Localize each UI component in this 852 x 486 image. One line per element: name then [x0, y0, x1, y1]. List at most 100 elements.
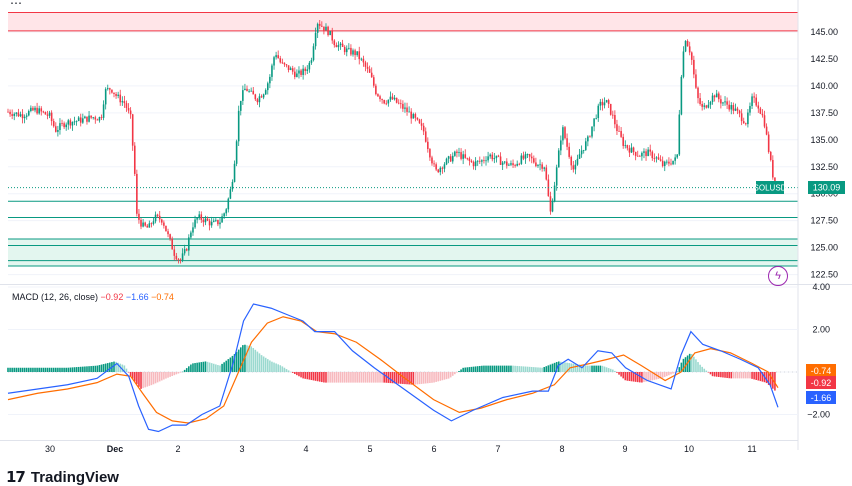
macd-tick-label: 2.00: [812, 325, 830, 335]
macd-histogram-bar: [493, 365, 496, 372]
candle-body: [173, 249, 176, 256]
macd-histogram-bar: [140, 372, 142, 389]
macd-histogram-bar: [269, 360, 271, 372]
candle-body: [312, 46, 315, 61]
macd-histogram-bar: [724, 372, 726, 378]
candle-body: [285, 64, 288, 66]
candle-body: [711, 95, 714, 102]
macd-histogram-bar: [185, 368, 188, 372]
macd-histogram-bar: [580, 364, 583, 372]
candle-body: [244, 88, 246, 91]
candle-body: [381, 99, 383, 101]
candle-body: [304, 68, 307, 71]
candle-body: [233, 163, 236, 182]
macd-histogram-bar: [501, 365, 504, 372]
candle-body: [59, 123, 61, 131]
macd-histogram-bar: [239, 347, 242, 372]
macd-histogram-bar: [670, 372, 672, 375]
macd-histogram-bar: [383, 372, 385, 383]
macd-histogram-bar: [616, 372, 618, 373]
candle-body: [747, 112, 749, 125]
macd-histogram-bar: [553, 362, 556, 372]
macd-histogram-bar: [672, 372, 674, 374]
macd-histogram-bar: [474, 366, 477, 372]
candle-body: [499, 156, 502, 165]
macd-histogram-bar: [526, 366, 529, 372]
macd-histogram-bar: [277, 364, 279, 372]
candle-body: [275, 55, 277, 58]
candle-body: [69, 120, 72, 126]
macd-histogram-bar: [472, 366, 475, 372]
candle-body: [71, 121, 74, 126]
candle-body: [609, 103, 612, 115]
macd-histogram-bar: [146, 372, 149, 387]
candle-body: [17, 112, 20, 117]
macd-histogram-bar: [190, 364, 192, 372]
candle-body: [160, 219, 163, 223]
macd-histogram-bar: [339, 372, 342, 383]
candle-body: [734, 108, 737, 111]
candle-body: [167, 231, 169, 235]
macd-histogram-bar: [645, 372, 647, 382]
candle-body: [163, 222, 165, 226]
candle-body: [402, 103, 404, 109]
candle-body: [501, 162, 504, 165]
candle-body: [493, 158, 496, 160]
candle-body: [589, 136, 591, 138]
candle-body: [562, 127, 564, 141]
candle-body: [491, 154, 494, 160]
macd-histogram-bar: [593, 365, 595, 372]
macd-histogram-bar: [684, 357, 687, 372]
macd-histogram-bar: [607, 368, 610, 372]
macd-legend-macd-value: −1.66: [125, 292, 149, 302]
candle-body: [104, 89, 107, 105]
macd-histogram-bar: [173, 372, 176, 376]
lightning-icon[interactable]: ϟ: [768, 266, 788, 286]
candle-body: [645, 151, 647, 157]
candle-body: [129, 110, 132, 115]
candle-body: [210, 221, 213, 226]
candle-body: [742, 121, 745, 124]
candle-body: [212, 220, 215, 222]
candle-body: [433, 163, 435, 165]
macd-histogram-bar: [194, 363, 196, 372]
candle-body: [612, 114, 614, 116]
candle-body: [372, 77, 375, 86]
candle-body: [626, 145, 629, 149]
macd-histogram-bar: [109, 362, 111, 372]
macd-value-badge: [806, 364, 836, 377]
macd-histogram-bar: [589, 365, 591, 372]
more-icon[interactable]: ⋯: [10, 0, 22, 10]
candle-body: [171, 238, 173, 250]
candle-body: [622, 136, 624, 146]
price-axis[interactable]: 145.00 142.50 140.00 137.50 135.00 132.50 130.…: [797, 0, 838, 450]
time-tick-label: 3: [239, 444, 244, 454]
macd-histogram-bar: [774, 372, 776, 391]
macd-histogram-bar: [711, 372, 714, 377]
macd-histogram-bar: [753, 372, 755, 380]
macd-histogram-bar: [599, 365, 602, 372]
time-axis[interactable]: 30 Dec 2 3 4 5 6 7 8 9 10 11: [0, 440, 798, 455]
candle-body: [250, 90, 252, 92]
macd-legend-histogram-value: −0.92: [100, 292, 124, 302]
macd-histogram-bar: [61, 367, 63, 372]
macd-histogram-bar: [674, 372, 676, 373]
candle-body: [429, 149, 431, 158]
time-tick-label: 11: [747, 444, 756, 454]
macd-histogram-bar: [518, 366, 521, 372]
brand-name: TradingView: [30, 468, 119, 486]
candle-body: [94, 117, 97, 120]
candle-body: [693, 59, 695, 75]
candle-body: [618, 130, 620, 132]
macd-histogram-bar: [460, 369, 462, 372]
macd-legend[interactable]: MACD (12, 26, close) −0.92 −1.66 −0.74: [12, 292, 174, 302]
candle-body: [287, 65, 290, 70]
macd-histogram-bar: [323, 372, 325, 383]
tradingview-brand[interactable]: 17 TradingView: [6, 468, 119, 486]
candle-body: [86, 116, 88, 122]
candle-body: [198, 214, 201, 219]
candle-body: [732, 105, 735, 111]
candle-body: [266, 83, 269, 91]
candle-body: [196, 218, 198, 220]
